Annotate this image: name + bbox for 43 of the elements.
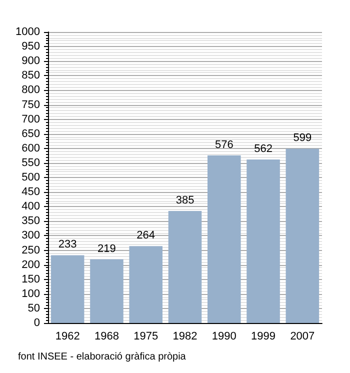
y-tick-label: 0: [34, 317, 40, 329]
y-tick-label: 950: [22, 40, 40, 53]
y-tick-label: 800: [22, 84, 40, 96]
bar: [246, 159, 280, 323]
y-tick-label: 600: [22, 142, 40, 154]
bar: [286, 148, 320, 323]
y-tick-label: 650: [22, 128, 40, 140]
x-tick-label: 2007: [290, 330, 315, 342]
x-tick-label: 1990: [212, 330, 236, 342]
y-tick-label: 750: [22, 98, 40, 111]
y-tick-label: 50: [28, 302, 40, 314]
data-label: 264: [136, 230, 156, 242]
x-tick-label: 1968: [94, 330, 119, 342]
data-label: 576: [214, 138, 234, 151]
y-tick-label: 200: [22, 258, 40, 271]
y-tick-label: 350: [22, 215, 40, 228]
data-label: 385: [176, 194, 194, 206]
x-tick-label: 1962: [55, 330, 80, 342]
bar: [129, 246, 162, 323]
text: font INSEE - elaboració gràfica pròpia: [18, 352, 186, 362]
y-tick-label: 700: [22, 113, 40, 126]
y-tick-label: 450: [22, 186, 40, 198]
bar: [50, 255, 84, 323]
y-tick-label: 250: [22, 244, 40, 256]
y-tick-label: 400: [22, 200, 40, 213]
data-label: 599: [293, 132, 312, 144]
bar: [90, 259, 124, 323]
y-tick-label: 100: [22, 288, 40, 300]
data-label: 562: [254, 142, 272, 155]
y-tick-label: 550: [22, 156, 40, 169]
y-tick-label: 500: [22, 172, 40, 184]
y-tick-label: 300: [22, 230, 40, 242]
data-label: 219: [98, 242, 116, 255]
y-tick-label: 850: [22, 70, 40, 82]
x-tick-label: 1975: [134, 330, 158, 342]
y-tick-label: 1000: [16, 26, 40, 38]
x-tick-label: 1982: [172, 330, 198, 342]
y-tick-label: 900: [22, 55, 40, 68]
y-tick-label: 150: [22, 273, 40, 286]
data-label: 233: [58, 238, 77, 251]
bar: [168, 210, 202, 323]
x-tick-label: 1999: [251, 330, 276, 342]
bar: [208, 155, 241, 323]
